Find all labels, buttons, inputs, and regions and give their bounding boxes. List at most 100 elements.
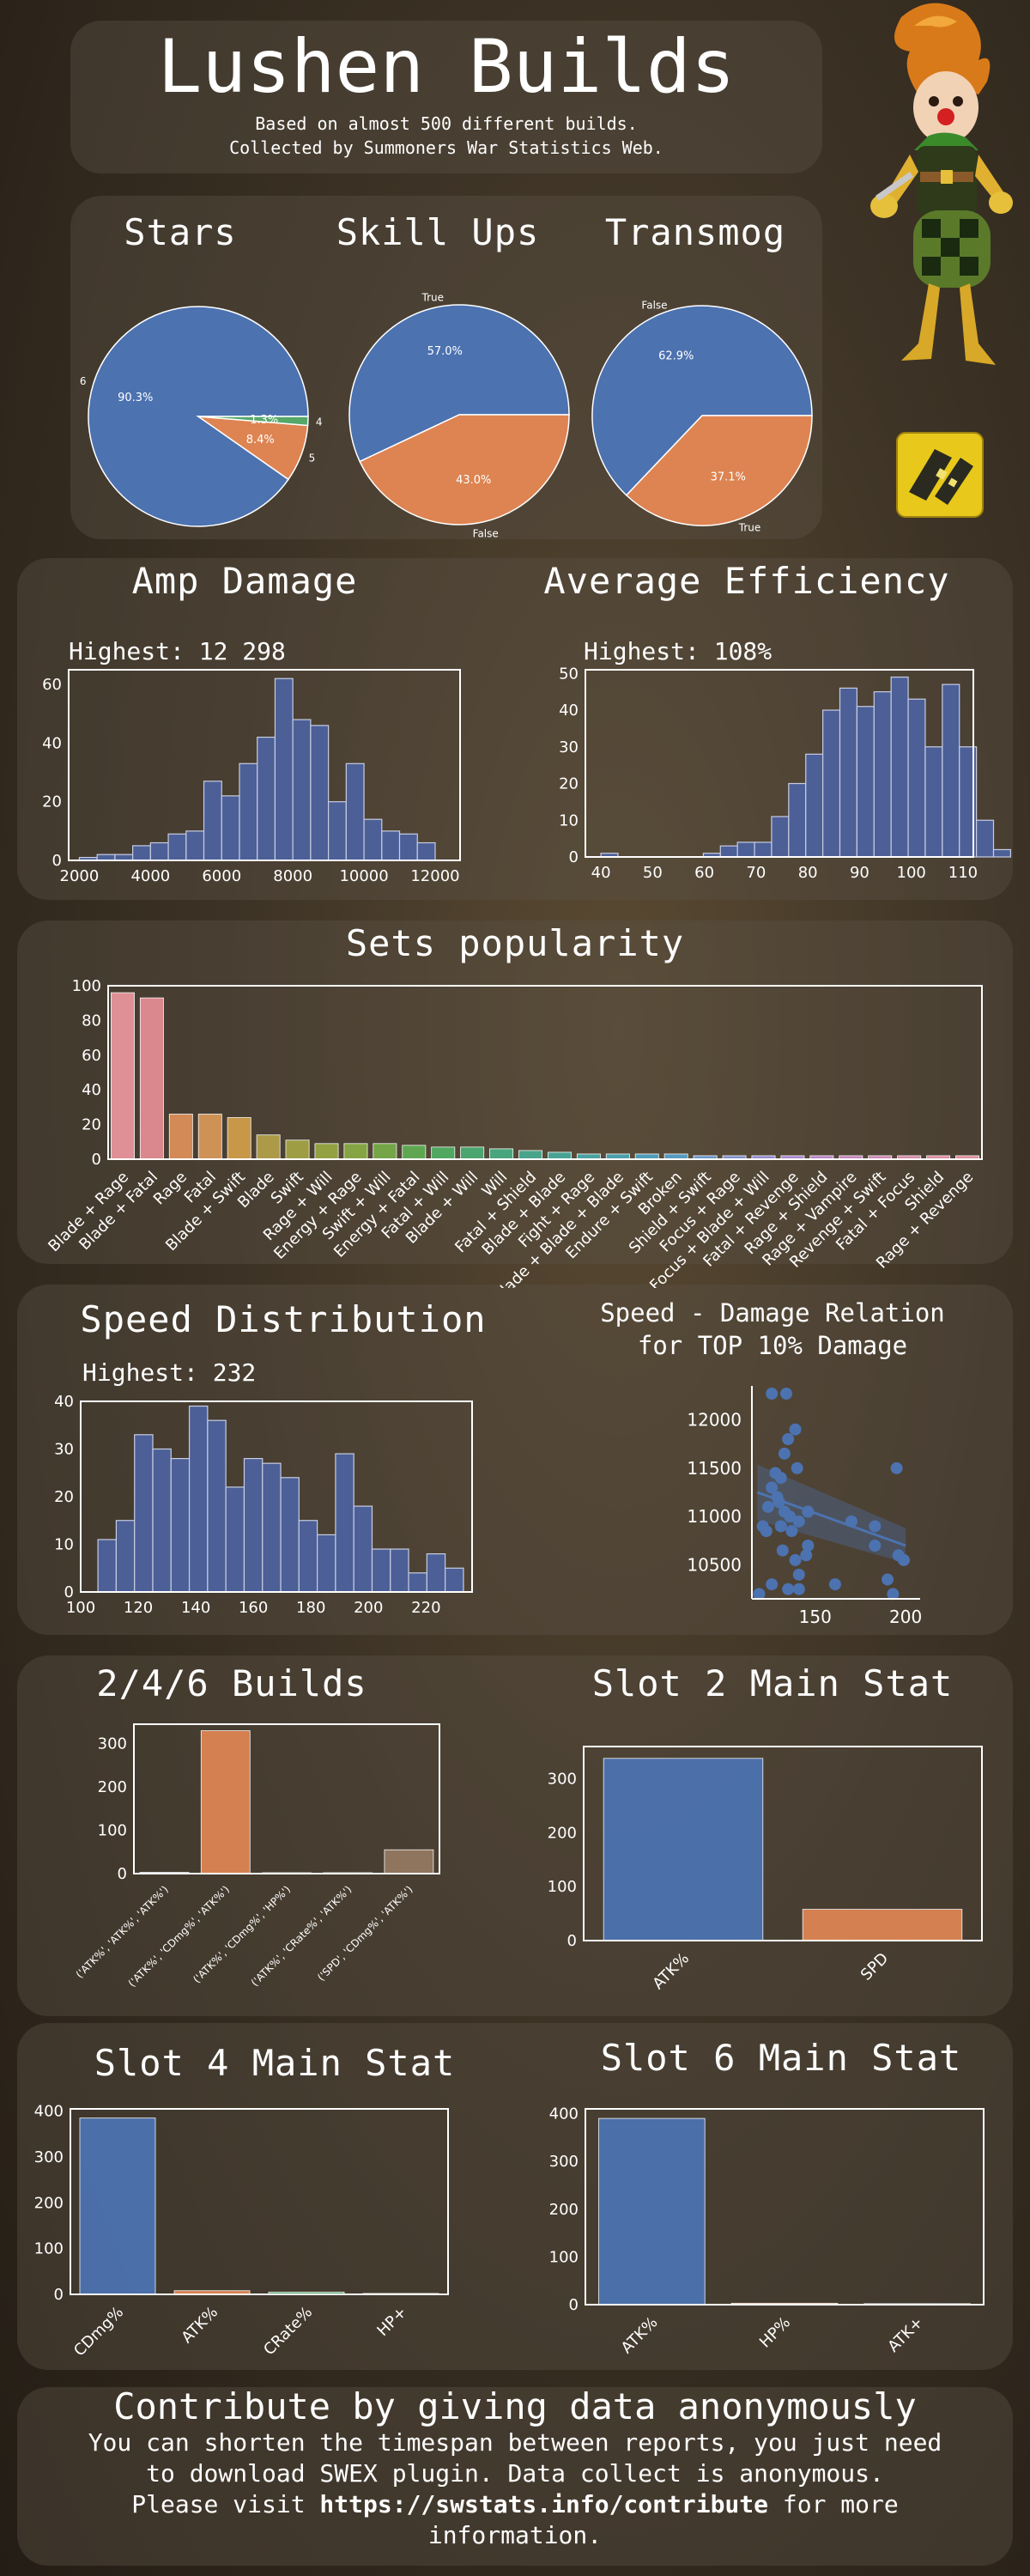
bar — [802, 1909, 963, 1941]
y-tick-label: 40 — [54, 1393, 74, 1411]
y-tick-label: 10500 — [687, 1555, 742, 1576]
scatter-point — [784, 1510, 797, 1523]
transmog-title: Transmog — [604, 211, 786, 253]
y-tick-label: 0 — [567, 1932, 577, 1950]
x-tick-label: 8000 — [273, 867, 312, 885]
pie-pct-label: 57.0% — [427, 345, 463, 358]
amp-damage-histogram: 2000 4000 6000 8000 10000 12000 0 20 40 60 — [42, 669, 461, 885]
avg-efficiency-title: Average Efficiency — [543, 560, 950, 602]
x-tick-label: 50 — [643, 864, 663, 882]
y-tick-label: 0 — [569, 2296, 579, 2314]
scatter-point — [782, 1583, 795, 1595]
y-tick-label: 0 — [52, 852, 62, 870]
contribute-link[interactable]: https://swstats.info/contribute — [319, 2490, 769, 2518]
pie-pct-label: 37.1% — [711, 471, 746, 484]
scatter-point — [785, 1525, 798, 1538]
scatter-point — [766, 1481, 779, 1494]
speed-distribution-title: Speed Distribution — [80, 1298, 487, 1340]
scatter-point — [792, 1568, 805, 1581]
stars-title: Stars — [124, 211, 237, 253]
slot2-title: Slot 2 Main Stat — [591, 1662, 954, 1704]
bar — [79, 2117, 156, 2295]
x-tick-label: 120 — [124, 1599, 153, 1617]
y-tick-label: 10 — [559, 811, 579, 829]
plot-frame — [585, 669, 974, 858]
y-tick-label: 200 — [548, 1824, 577, 1842]
builds-panel — [17, 1656, 1013, 2016]
y-tick-label: 80 — [82, 1012, 101, 1030]
sets-panel — [17, 920, 1013, 1264]
y-tick-label: 300 — [34, 2148, 64, 2166]
x-tick-label: 40 — [591, 864, 611, 882]
stars-pie-chart: 90.3% 6 8.4% 5 1.3% 4 — [80, 306, 323, 527]
plot-frame — [70, 2108, 449, 2295]
category-label: HP% — [756, 2313, 794, 2351]
x-tick-label: 60 — [694, 864, 714, 882]
bar — [200, 1730, 251, 1874]
pie-pct-label: 90.3% — [118, 392, 153, 404]
scatter-point — [869, 1520, 882, 1533]
scatter-point — [791, 1461, 803, 1474]
scatter-point — [800, 1549, 813, 1562]
subtitle-line-1: Based on almost 500 different builds. — [255, 113, 638, 134]
x-tick-label: 70 — [746, 864, 766, 882]
y-tick-label: 40 — [42, 734, 62, 752]
scatter-point — [774, 1520, 787, 1533]
y-tick-label: 40 — [559, 702, 579, 720]
lushen-character — [870, 3, 1013, 365]
y-tick-label: 100 — [548, 1878, 577, 1896]
y-tick-label: 0 — [118, 1865, 127, 1883]
pie-pct-label: 1.3% — [250, 414, 278, 427]
scatter-point — [890, 1461, 903, 1474]
y-tick-label: 20 — [42, 793, 62, 811]
scatter-point — [760, 1525, 772, 1538]
histogram-bar — [992, 848, 1011, 858]
speed-highest-label: Highest: 232 — [82, 1358, 257, 1387]
scatter-point — [887, 1588, 900, 1601]
bar — [598, 2117, 706, 2306]
builds-246-title: 2/4/6 Builds — [96, 1662, 367, 1704]
builds-246-chart: ('ATK%', 'ATK%', 'ATK%')('ATK%', 'CDmg%'… — [118, 1730, 434, 1883]
x-tick-label: 200 — [889, 1607, 922, 1627]
bar — [168, 1114, 193, 1160]
pie-category-label: 4 — [316, 416, 323, 428]
y-tick-label: 200 — [34, 2194, 64, 2212]
x-tick-label: 2000 — [60, 867, 100, 885]
pie-slice-false — [359, 414, 570, 526]
scatter-point — [828, 1578, 841, 1591]
scatter-point — [869, 1540, 882, 1552]
scatter-point — [761, 1500, 774, 1513]
y-tick-label: 30 — [54, 1441, 74, 1459]
bar — [197, 1114, 222, 1160]
y-tick-label: 12000 — [687, 1409, 742, 1430]
pie-pct-label: 8.4% — [246, 434, 275, 447]
efficiency-histogram: 40 50 60 70 80 90 100 110 0 10 20 30 40 50 — [559, 665, 1011, 882]
y-tick-label: 10 — [54, 1536, 74, 1554]
x-tick-label: 100 — [897, 864, 926, 882]
skillups-title: Skill Ups — [336, 211, 540, 253]
y-tick-label: 20 — [559, 775, 579, 793]
y-tick-label: 400 — [549, 2105, 579, 2123]
footer-panel — [17, 2387, 1013, 2566]
x-tick-label: 90 — [850, 864, 869, 882]
pie-category-label: 5 — [309, 453, 316, 465]
subtitle-line-2: Collected by Summoners War Statistics We… — [229, 137, 663, 158]
y-tick-label: 11000 — [687, 1506, 742, 1527]
pie-category-label: True — [421, 292, 445, 304]
scatter-point — [778, 1447, 791, 1460]
pie-category-label: True — [738, 521, 761, 533]
confidence-band — [757, 1464, 906, 1564]
pie-slice-false — [591, 305, 813, 496]
histogram-bar — [976, 819, 995, 858]
speed-histogram: 100 120 140 160 180 200 220 0 10 20 30 40 — [54, 1393, 464, 1617]
x-tick-label: 10000 — [339, 867, 388, 885]
scatter-point — [802, 1540, 815, 1552]
x-tick-label: 4000 — [130, 867, 170, 885]
y-tick-label: 200 — [549, 2201, 579, 2219]
scatter-point — [792, 1583, 805, 1595]
scatter-point — [898, 1553, 911, 1566]
pie-category-label: 6 — [80, 375, 87, 387]
x-tick-label: 140 — [181, 1599, 210, 1617]
y-tick-label: 0 — [64, 1583, 74, 1601]
